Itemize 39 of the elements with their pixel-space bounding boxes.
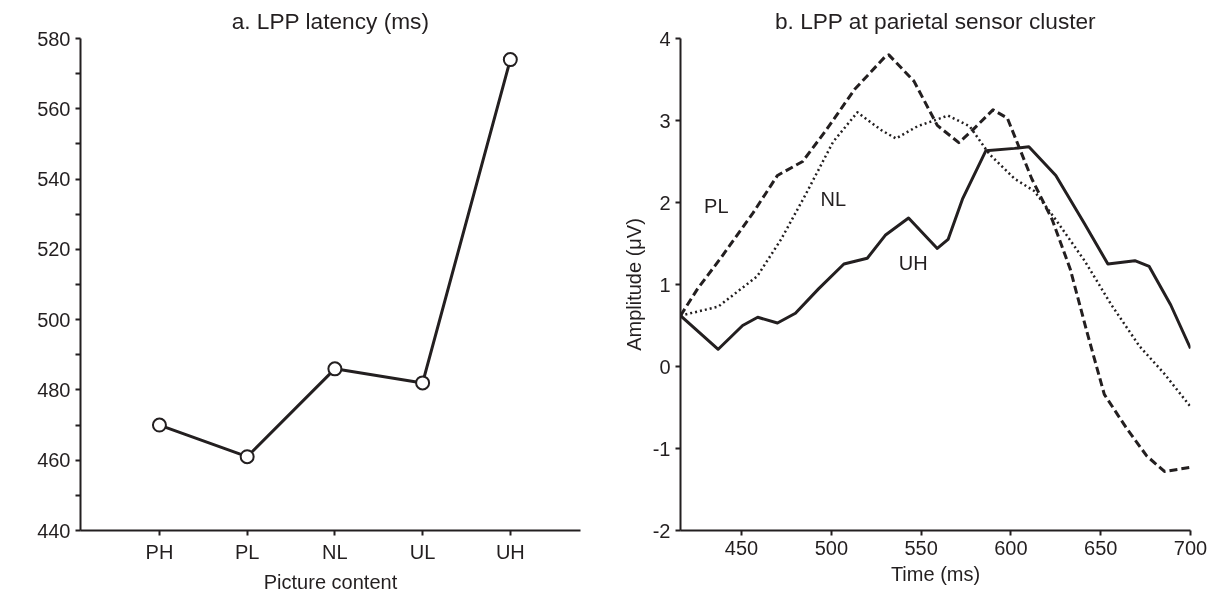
series-label: PL [704,194,729,217]
y-tick-label: 560 [37,97,71,120]
y-tick-label: -2 [652,519,671,542]
x-tick-label: 650 [1084,536,1118,559]
y-tick-label: 480 [37,378,71,401]
x-tick-label: 550 [904,536,938,559]
y-tick-label: 540 [37,168,71,191]
point [502,52,518,68]
y-axis-title: Amplitude (μV) [622,218,645,351]
y-tick-label: 500 [37,308,71,331]
x-tick-label: UL [409,540,436,563]
x-tick-label: 450 [724,536,759,559]
x-tick-label: 600 [994,536,1028,559]
x-tick-label: PH [145,540,174,563]
y-tick-label: 520 [37,238,71,261]
y-tick-label: 580 [37,27,71,50]
y-tick-label: -1 [652,437,671,460]
series-label: UH [898,252,928,275]
y-tick-label: 0 [659,355,671,378]
y-tick-label: 3 [659,109,671,132]
x-tick-label: 500 [814,536,849,559]
x-axis-title: Time (ms) [890,562,981,585]
y-tick-label: 2 [659,191,671,214]
x-tick-label: NL [322,540,348,563]
y-tick-label: 1 [659,273,671,296]
y-tick-label: 4 [659,27,671,50]
point [151,417,167,433]
point [327,361,343,377]
point [415,375,431,391]
point [239,449,255,465]
chart-title: b. LPP at parietal sensor cluster [774,7,1097,34]
x-axis-title: Picture content [263,570,398,593]
x-tick-label: PL [234,540,260,563]
x-tick-label: UH [495,540,525,563]
chart-title: a. LPP latency (ms) [231,7,429,34]
y-tick-label: 460 [37,449,71,472]
y-tick-label: 440 [37,519,71,542]
x-tick-label: 700 [1173,536,1208,559]
series-label: NL [820,188,847,211]
